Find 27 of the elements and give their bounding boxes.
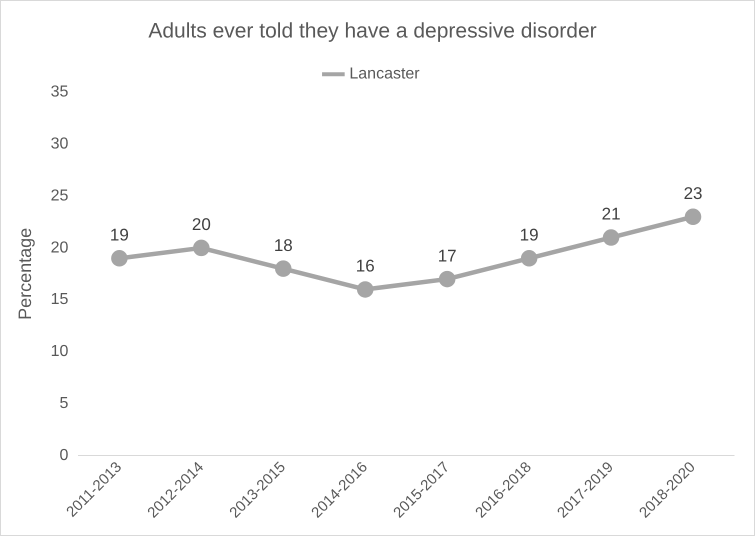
- data-label: 20: [192, 215, 211, 234]
- data-label: 23: [684, 184, 702, 203]
- point: [356, 281, 374, 298]
- legend-label: Lancaster: [349, 66, 420, 83]
- y-tick-label: 35: [50, 84, 68, 101]
- y-tick-label: 15: [50, 291, 68, 308]
- point: [520, 250, 538, 267]
- point: [684, 208, 702, 226]
- point: [111, 250, 128, 267]
- y-axis-title: Percentage: [14, 228, 35, 320]
- y-tick-label: 10: [50, 343, 68, 360]
- point: [602, 229, 620, 246]
- y-tick-label: 0: [59, 446, 68, 464]
- data-label: 21: [602, 204, 621, 224]
- point: [193, 240, 210, 256]
- data-label: 16: [356, 256, 375, 276]
- y-tick-label: 20: [50, 239, 68, 256]
- y-tick-label: 30: [50, 136, 68, 153]
- point: [275, 260, 292, 277]
- point: [438, 270, 456, 288]
- data-label: 17: [438, 246, 457, 266]
- data-label: 19: [520, 225, 539, 244]
- y-tick-label: 5: [59, 395, 68, 412]
- chart-title: Adults ever told they have a depressive disorder: [148, 19, 597, 42]
- data-label: 19: [110, 225, 129, 244]
- y-tick-label: 25: [50, 187, 68, 204]
- data-label: 18: [274, 236, 293, 255]
